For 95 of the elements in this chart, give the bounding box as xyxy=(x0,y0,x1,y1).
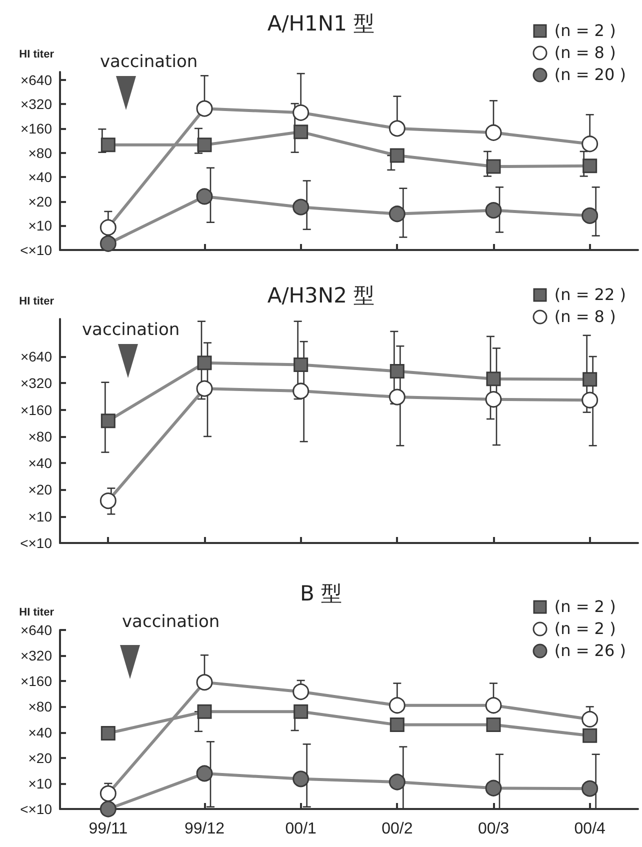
point xyxy=(582,780,598,797)
legend-label: (n = 8 ) xyxy=(554,42,616,64)
point xyxy=(388,774,406,790)
point xyxy=(196,380,213,397)
point xyxy=(582,207,598,224)
chart-title: B 型 xyxy=(300,582,342,606)
y-tick-label: ×20 xyxy=(28,750,52,766)
point xyxy=(294,704,308,719)
point xyxy=(100,726,116,740)
y-axis-title: HI titer xyxy=(19,48,55,60)
point xyxy=(388,388,406,406)
point xyxy=(292,198,310,216)
point xyxy=(197,356,212,370)
point xyxy=(196,674,213,691)
point xyxy=(100,492,116,510)
point xyxy=(388,697,406,714)
y-tick-label: ×10 xyxy=(28,218,52,234)
y-tick-label: <×10 xyxy=(20,801,52,817)
y-tick-label: ×10 xyxy=(28,508,52,524)
point xyxy=(292,684,310,700)
point xyxy=(100,235,116,252)
point xyxy=(196,188,213,205)
point xyxy=(582,372,598,387)
legend-label: (n = 20 ) xyxy=(554,64,626,86)
point xyxy=(292,104,310,121)
y-tick-label: ×640 xyxy=(20,622,52,638)
legend-label: (n = 22 ) xyxy=(554,284,626,306)
point xyxy=(388,120,406,137)
point xyxy=(197,138,212,152)
y-axis-title: HI titer xyxy=(19,606,55,618)
legend-label: (n = 8 ) xyxy=(554,306,616,328)
point xyxy=(485,697,502,714)
point xyxy=(485,391,502,408)
y-tick-label: ×10 xyxy=(28,775,52,792)
point xyxy=(100,785,116,802)
x-tick-label: 00/2 xyxy=(382,820,413,838)
y-tick-label: ×80 xyxy=(28,698,52,715)
point xyxy=(294,357,308,372)
point xyxy=(292,770,310,788)
legend-label: (n = 26 ) xyxy=(554,640,626,662)
point xyxy=(486,372,501,386)
point xyxy=(485,780,502,796)
point xyxy=(100,219,116,236)
annotation: vaccination xyxy=(82,320,180,340)
point xyxy=(582,392,598,408)
y-tick-label: ×320 xyxy=(20,648,52,664)
point xyxy=(390,364,404,378)
y-tick-label: ×40 xyxy=(28,455,52,472)
point xyxy=(196,765,213,782)
y-tick-label: ×320 xyxy=(20,375,52,392)
y-tick-label: ×320 xyxy=(20,96,52,112)
point xyxy=(486,718,501,732)
y-tick-label: ×80 xyxy=(28,144,52,161)
legend-label: (n = 2 ) xyxy=(554,596,616,618)
x-tick-label: 00/1 xyxy=(285,820,317,838)
chart-title: A/H1N1 型 xyxy=(267,12,375,36)
point xyxy=(485,202,502,219)
y-tick-label: <×10 xyxy=(20,242,52,258)
point xyxy=(390,148,404,163)
y-tick-label: ×40 xyxy=(28,169,52,186)
y-tick-label: ×160 xyxy=(20,120,52,136)
x-tick-label: 00/3 xyxy=(478,820,510,838)
chart-title: A/H3N2 型 xyxy=(267,284,375,308)
point xyxy=(294,124,308,140)
y-tick-label: ×20 xyxy=(28,193,52,210)
x-tick-label: 99/11 xyxy=(88,820,128,838)
annotation: vaccination xyxy=(122,612,220,632)
point xyxy=(292,382,310,400)
point xyxy=(582,136,598,152)
legend-label: (n = 2 ) xyxy=(554,618,616,640)
x-tick-label: 00/4 xyxy=(574,820,606,838)
point xyxy=(582,710,598,728)
text: vaccination xyxy=(100,52,198,72)
y-tick-label: ×40 xyxy=(28,724,52,740)
point xyxy=(582,158,598,174)
point xyxy=(388,206,406,222)
point xyxy=(486,159,501,174)
y-tick-label: ×80 xyxy=(28,428,52,444)
legend-label: (n = 2 ) xyxy=(554,20,616,42)
y-tick-label: <×10 xyxy=(20,535,52,551)
point xyxy=(100,138,116,152)
y-tick-label: ×640 xyxy=(20,348,52,365)
y-axis-title: HI titer xyxy=(19,296,55,308)
point xyxy=(485,124,502,141)
point xyxy=(100,414,116,428)
point xyxy=(196,100,213,117)
y-tick-label: ×160 xyxy=(20,402,52,418)
y-tick-label: ×160 xyxy=(20,673,52,690)
y-tick-label: ×640 xyxy=(20,72,52,88)
x-tick-label: 99/12 xyxy=(184,820,225,838)
point xyxy=(197,704,212,719)
point xyxy=(582,728,598,743)
point xyxy=(100,800,116,818)
y-tick-label: ×20 xyxy=(28,482,52,498)
point xyxy=(390,718,404,732)
